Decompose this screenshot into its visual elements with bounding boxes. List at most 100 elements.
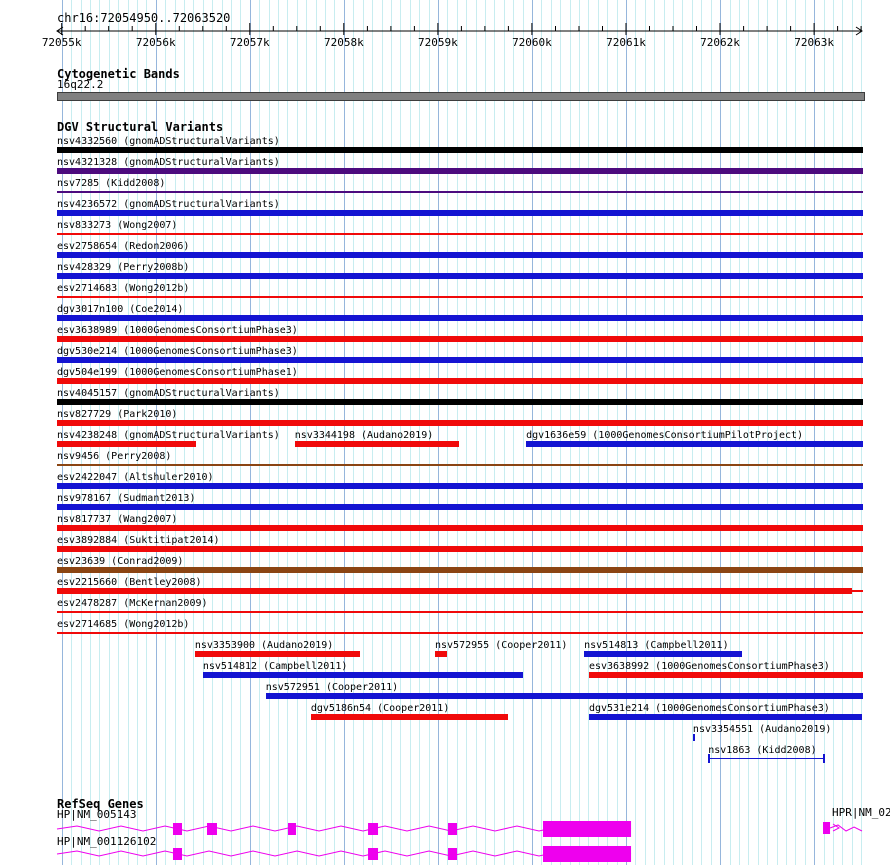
gridline xyxy=(231,0,232,865)
gridline xyxy=(136,0,138,865)
ruler-tick-label: 72062k xyxy=(700,36,740,49)
variant-bar[interactable] xyxy=(310,714,509,720)
variant-bar[interactable] xyxy=(57,336,863,342)
gene-exon[interactable] xyxy=(447,848,458,860)
variant-bar[interactable] xyxy=(294,441,460,447)
variant-label: nsv827729 (Park2010) xyxy=(57,409,178,420)
cytoband-label: 16q22.2 xyxy=(57,78,104,91)
variant-label: dgv531e214 (1000GenomesConsortiumPhase3) xyxy=(588,703,830,714)
variant-bar[interactable] xyxy=(194,651,361,657)
gene-intron-line[interactable] xyxy=(56,850,632,857)
variant-bar[interactable] xyxy=(57,420,863,426)
variant-bar[interactable] xyxy=(57,483,863,489)
variant-label: nsv7285 (Kidd2008) xyxy=(57,178,166,189)
variant-bar[interactable] xyxy=(57,233,863,235)
variant-bar[interactable] xyxy=(57,632,863,634)
gridline xyxy=(400,0,402,865)
variant-bar[interactable] xyxy=(526,441,863,447)
cytoband-bar[interactable] xyxy=(57,92,865,101)
gridline xyxy=(268,0,270,865)
gridline xyxy=(99,0,101,865)
variant-bar[interactable] xyxy=(584,651,743,657)
variant-bar[interactable] xyxy=(57,504,863,510)
variant-bar[interactable] xyxy=(57,210,863,216)
variant-bar[interactable] xyxy=(57,296,863,298)
variant-bar[interactable] xyxy=(57,399,863,405)
variant-label: esv2422047 (Altshuler2010) xyxy=(57,472,214,483)
variant-label: nsv1863 (Kidd2008) xyxy=(708,745,817,756)
variant-bar[interactable] xyxy=(57,191,863,193)
ruler-tick-label: 72058k xyxy=(324,36,364,49)
gridline xyxy=(644,0,646,865)
variant-bar[interactable] xyxy=(588,672,863,678)
variant-label: nsv572951 (Cooper2011) xyxy=(265,682,399,693)
variant-bar[interactable] xyxy=(57,357,863,363)
variant-point-tick[interactable] xyxy=(692,734,695,741)
variant-bar[interactable] xyxy=(57,273,863,279)
gridline xyxy=(626,0,627,865)
variant-label: esv2714683 (Wong2012b) xyxy=(57,283,190,294)
variant-label: esv23639 (Conrad2009) xyxy=(57,556,184,567)
variant-bar[interactable] xyxy=(57,441,196,447)
gridline xyxy=(823,0,825,865)
gridline xyxy=(748,0,750,865)
variant-label: dgv504e199 (1000GenomesConsortiumPhase1) xyxy=(57,367,298,378)
gene-intron-line[interactable] xyxy=(56,825,632,832)
gene-exon[interactable] xyxy=(368,848,379,860)
variant-range-ibeam[interactable] xyxy=(708,754,826,764)
gridline xyxy=(165,0,167,865)
variant-bar[interactable] xyxy=(57,147,863,153)
dgv-header: DGV Structural Variants xyxy=(57,120,224,134)
gridline xyxy=(249,0,251,865)
gridline xyxy=(701,0,703,865)
variant-bar[interactable] xyxy=(588,714,863,720)
gene-exon[interactable] xyxy=(172,823,183,835)
variant-bar[interactable] xyxy=(57,315,863,321)
gene-exon-large[interactable] xyxy=(543,846,632,862)
gene-exon[interactable] xyxy=(823,822,831,834)
gridline xyxy=(127,0,129,865)
variant-bar[interactable] xyxy=(435,651,448,657)
variant-bar[interactable] xyxy=(57,546,863,552)
gridline xyxy=(334,0,336,865)
gene-exon-large[interactable] xyxy=(543,821,632,837)
ruler-tick-label: 72060k xyxy=(512,36,552,49)
gridline xyxy=(710,0,712,865)
gridline xyxy=(757,0,759,865)
variant-label: nsv514812 (Campbell2011) xyxy=(202,661,348,672)
gridline xyxy=(776,0,778,865)
variant-label: nsv514813 (Campbell2011) xyxy=(584,640,729,651)
gridline xyxy=(861,0,863,865)
gridline xyxy=(484,0,486,865)
variant-label: nsv4045157 (gnomADStructuralVariants) xyxy=(57,388,280,399)
variant-bar[interactable] xyxy=(57,588,852,594)
variant-bar[interactable] xyxy=(57,168,863,174)
cytobands-header: Cytogenetic Bands xyxy=(57,67,180,81)
gridline xyxy=(569,0,571,865)
variant-label: nsv4236572 (gnomADStructuralVariants) xyxy=(57,199,280,210)
gridline xyxy=(71,0,73,865)
variant-bar[interactable] xyxy=(851,590,863,592)
gridline xyxy=(729,0,731,865)
variant-bar[interactable] xyxy=(57,567,863,573)
variant-bar[interactable] xyxy=(202,672,523,678)
gridline xyxy=(108,0,110,865)
variant-bar[interactable] xyxy=(57,611,863,613)
variant-bar[interactable] xyxy=(57,525,863,531)
gridline xyxy=(381,0,383,865)
gridline xyxy=(315,0,317,865)
variant-label: esv3638989 (1000GenomesConsortiumPhase3) xyxy=(57,325,298,336)
gene-exon[interactable] xyxy=(206,823,217,835)
gene-exon[interactable] xyxy=(172,848,183,860)
gene-exon[interactable] xyxy=(447,823,458,835)
variant-bar[interactable] xyxy=(57,464,863,466)
gene-exon[interactable] xyxy=(368,823,379,835)
variant-bar[interactable] xyxy=(57,252,863,258)
gene-exon[interactable] xyxy=(287,823,296,835)
variant-bar[interactable] xyxy=(265,693,863,699)
gridline xyxy=(616,0,618,865)
variant-bar[interactable] xyxy=(57,378,863,384)
gridline xyxy=(456,0,458,865)
gridline xyxy=(466,0,468,865)
